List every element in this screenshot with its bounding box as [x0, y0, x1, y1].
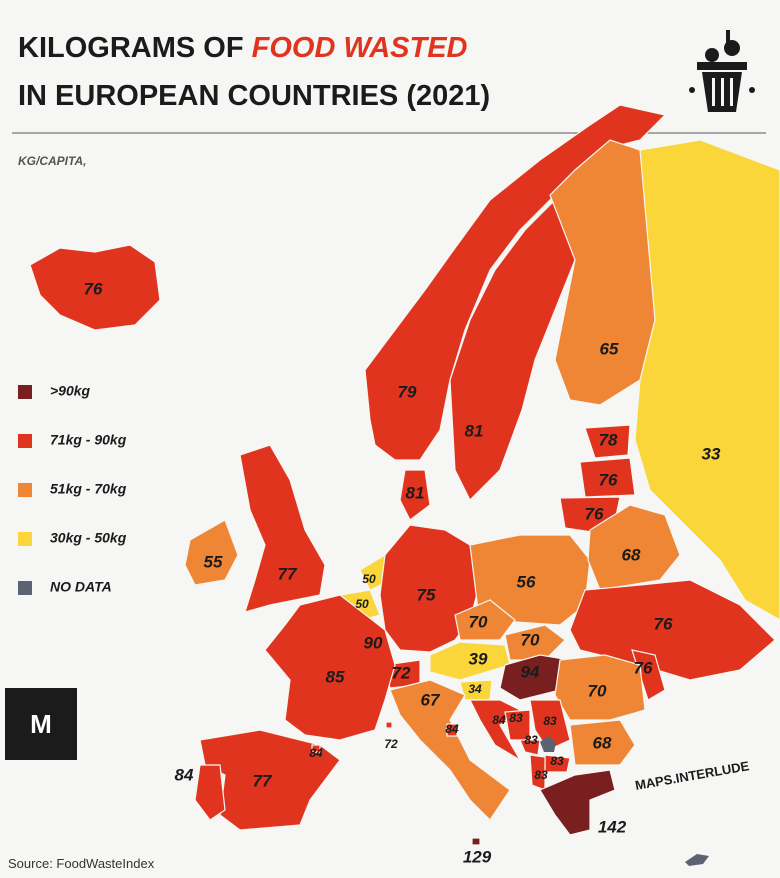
- region-label: 84: [175, 765, 194, 784]
- region-label: 83: [543, 714, 557, 728]
- region-label: 76: [634, 658, 653, 677]
- legend-label: >90kg: [50, 383, 91, 399]
- title-prefix: KILOGRAMS OF: [18, 32, 252, 64]
- regions: [29, 104, 780, 846]
- credit: MAPS.INTERLUDE: [634, 758, 751, 793]
- region: [579, 457, 636, 498]
- region-label: 81: [406, 483, 425, 502]
- region: [239, 444, 326, 613]
- region-label: 76: [599, 470, 618, 489]
- logo: M: [30, 709, 52, 739]
- region-labels: 76 79 81 65 33 78 76 76 81 55 77 50 50 75 56 68 76 70 70 39…: [84, 279, 721, 866]
- region-label: 84: [445, 722, 459, 736]
- region: [194, 764, 226, 821]
- region-label: 83: [509, 711, 523, 725]
- region: [529, 699, 571, 751]
- legend: >90kg 71kg - 90kg 51kg - 70kg 30kg - 50kg NO…: [18, 383, 127, 595]
- region-label: 129: [463, 847, 492, 866]
- legend-label: 30kg - 50kg: [50, 530, 127, 546]
- region: [29, 244, 161, 331]
- region-label: 76: [84, 279, 103, 298]
- legend-swatch: [18, 532, 32, 546]
- region: [449, 199, 581, 502]
- region-label: 50: [355, 597, 369, 611]
- region: [554, 654, 646, 721]
- region: [446, 723, 458, 737]
- title-line2: IN EUROPEAN COUNTRIES (2021): [18, 80, 490, 112]
- region-label: 142: [598, 817, 627, 836]
- region-label: 77: [253, 771, 273, 790]
- region-label: 33: [702, 444, 721, 463]
- bin-icon: [689, 30, 755, 112]
- no-data-region: [685, 854, 709, 866]
- legend-swatch: [18, 483, 32, 497]
- region-label: 90: [364, 633, 383, 652]
- region: [539, 769, 616, 836]
- legend-label: NO DATA: [50, 579, 112, 595]
- region-label: 70: [588, 681, 607, 700]
- region: [634, 139, 780, 621]
- region-label: 83: [524, 733, 538, 747]
- region-label: 83: [534, 768, 548, 782]
- region: [399, 469, 431, 521]
- region-label: 68: [622, 545, 641, 564]
- region-label: 50: [362, 572, 376, 586]
- region-label: 72: [384, 737, 398, 751]
- region-label: 76: [585, 504, 604, 523]
- region-label: 84: [492, 713, 506, 727]
- region: [587, 504, 681, 591]
- region-label: 39: [469, 649, 488, 668]
- region: [454, 599, 516, 641]
- region-label: 75: [417, 585, 436, 604]
- legend-swatch: [18, 385, 32, 399]
- region-label: 67: [421, 690, 441, 709]
- region-label: 72: [392, 663, 411, 682]
- region: [584, 424, 631, 459]
- source: Source: FoodWasteIndex: [8, 856, 155, 871]
- region-label: 65: [600, 339, 619, 358]
- legend-swatch: [18, 581, 32, 595]
- region: [569, 579, 776, 681]
- region-label: 79: [398, 382, 417, 401]
- logo-box: [5, 688, 77, 760]
- no-data-region: [540, 736, 556, 752]
- region: [471, 837, 481, 846]
- region: [385, 721, 393, 729]
- region-label: 34: [468, 682, 482, 696]
- region: [631, 649, 666, 701]
- legend-label: 71kg - 90kg: [50, 432, 127, 448]
- region-label: 76: [654, 614, 673, 633]
- region: [311, 744, 321, 753]
- legend-label: 51kg - 70kg: [50, 481, 127, 497]
- region-label: 94: [521, 662, 540, 681]
- region-label: 77: [278, 564, 298, 583]
- region: [569, 719, 636, 766]
- region: [264, 594, 396, 741]
- region-label: 78: [599, 430, 618, 449]
- subtitle: KG/CAPITA,: [18, 154, 86, 168]
- region-label: 56: [517, 572, 536, 591]
- region-label: 81: [465, 421, 484, 440]
- title-highlight: FOOD WASTED: [252, 32, 468, 64]
- title: KILOGRAMS OF FOOD WASTED: [18, 32, 468, 64]
- region-label: 85: [326, 667, 345, 686]
- region: [184, 519, 239, 586]
- region: [504, 624, 566, 661]
- region-label: 83: [550, 754, 564, 768]
- region: [519, 739, 541, 756]
- region-label: 70: [521, 630, 540, 649]
- region-label: 84: [309, 746, 323, 760]
- region-label: 68: [593, 733, 612, 752]
- region-label: 70: [469, 612, 488, 631]
- region-label: 55: [204, 552, 223, 571]
- region: [389, 679, 511, 821]
- legend-swatch: [18, 434, 32, 448]
